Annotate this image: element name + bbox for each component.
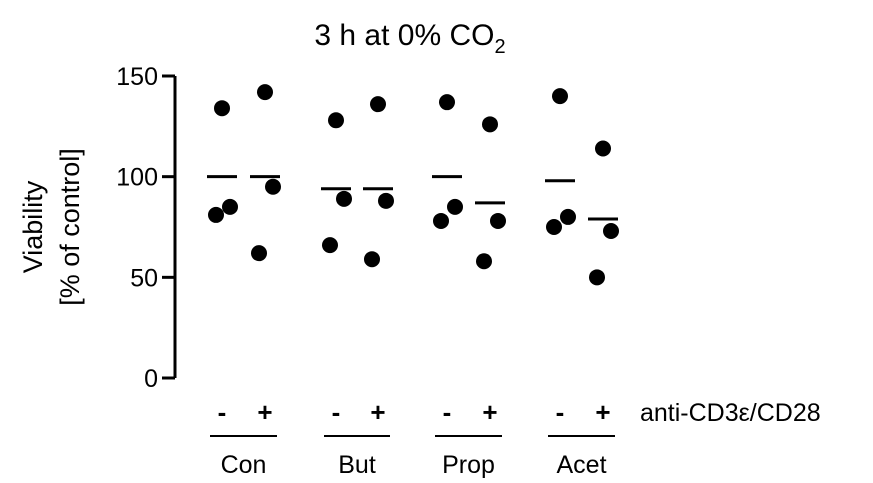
data-point <box>370 96 386 113</box>
data-marks <box>207 84 619 286</box>
data-point <box>322 237 338 254</box>
x-axis-annotations: - +Con- +But- +Prop- +Acet <box>210 397 615 479</box>
data-point <box>546 219 562 235</box>
data-point <box>257 84 273 101</box>
chart-title-subscript: 2 <box>494 36 505 58</box>
group-label: Con <box>221 451 267 479</box>
stimulation-sign: - <box>332 397 341 427</box>
data-point <box>490 212 506 229</box>
data-point <box>482 116 498 133</box>
y-axis-label-line1: Viability <box>18 180 48 273</box>
stimulation-sign: + <box>482 397 497 427</box>
y-tick-label: 100 <box>116 164 158 192</box>
chart-title-main: 3 h at 0% CO <box>314 19 494 52</box>
data-point <box>336 190 352 207</box>
group-label: But <box>338 451 376 479</box>
data-point <box>589 269 605 286</box>
stimulation-label: anti-CD3ε/CD28 <box>640 399 821 427</box>
data-point <box>447 198 463 215</box>
stimulation-sign: - <box>218 397 227 427</box>
data-point <box>208 206 224 223</box>
data-point <box>328 112 344 129</box>
group-label: Acet <box>556 451 606 479</box>
data-point <box>251 245 267 262</box>
stimulation-sign: - <box>556 397 565 427</box>
stimulation-sign: + <box>257 397 272 427</box>
stimulation-sign: + <box>370 397 385 427</box>
y-tick-label: 50 <box>130 264 158 292</box>
data-point <box>214 100 230 117</box>
data-point <box>433 212 449 229</box>
y-axis-label-line2: [% of control] <box>55 148 85 306</box>
data-point <box>364 251 380 268</box>
stimulation-sign: + <box>595 397 610 427</box>
stimulation-sign: - <box>443 397 452 427</box>
data-point <box>265 178 281 195</box>
data-point <box>439 94 455 111</box>
data-point <box>560 208 576 225</box>
data-point <box>603 223 619 240</box>
y-tick-label: 150 <box>116 63 158 91</box>
data-point <box>476 253 492 270</box>
data-point <box>595 140 611 157</box>
data-point <box>378 192 394 209</box>
chart-title: 3 h at 0% CO2 <box>314 19 505 58</box>
group-label: Prop <box>442 451 495 479</box>
y-tick-label: 0 <box>144 365 158 393</box>
data-point <box>222 198 238 215</box>
data-point <box>552 88 568 105</box>
y-axis: 0 50 100 150 <box>116 63 177 393</box>
